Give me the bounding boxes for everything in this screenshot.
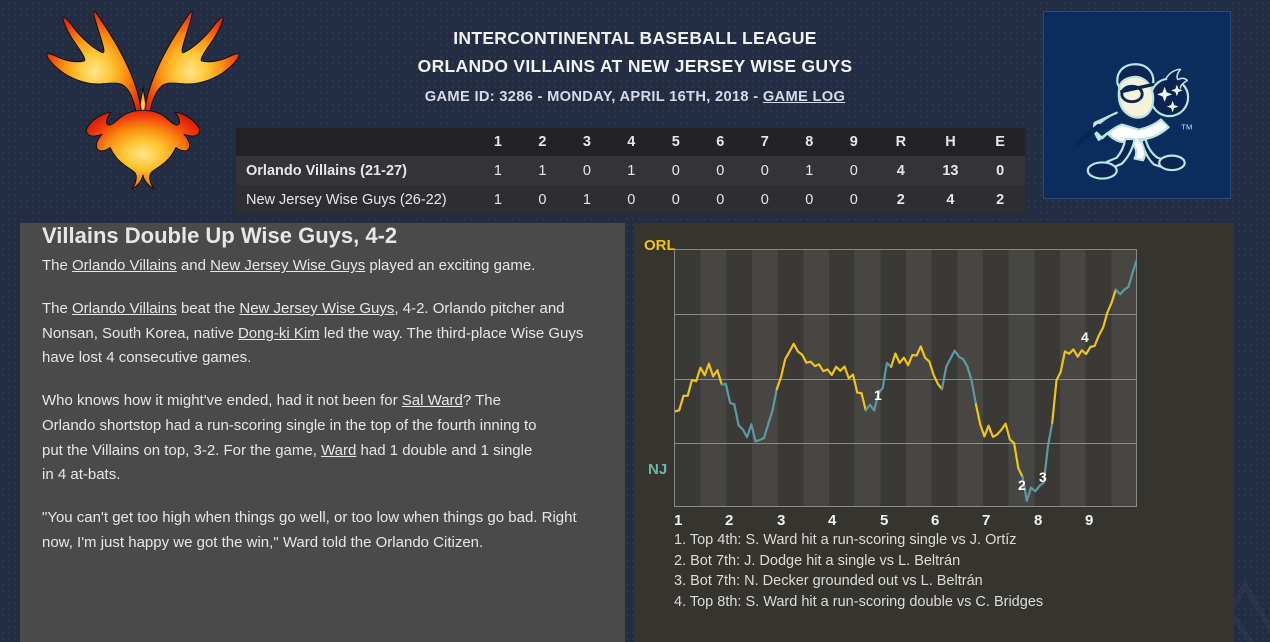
svg-text:3: 3 — [1039, 469, 1047, 485]
svg-text:TM: TM — [1181, 123, 1192, 132]
svg-text:4: 4 — [1081, 329, 1089, 345]
svg-text:2: 2 — [1018, 477, 1026, 493]
svg-text:1: 1 — [874, 387, 882, 403]
